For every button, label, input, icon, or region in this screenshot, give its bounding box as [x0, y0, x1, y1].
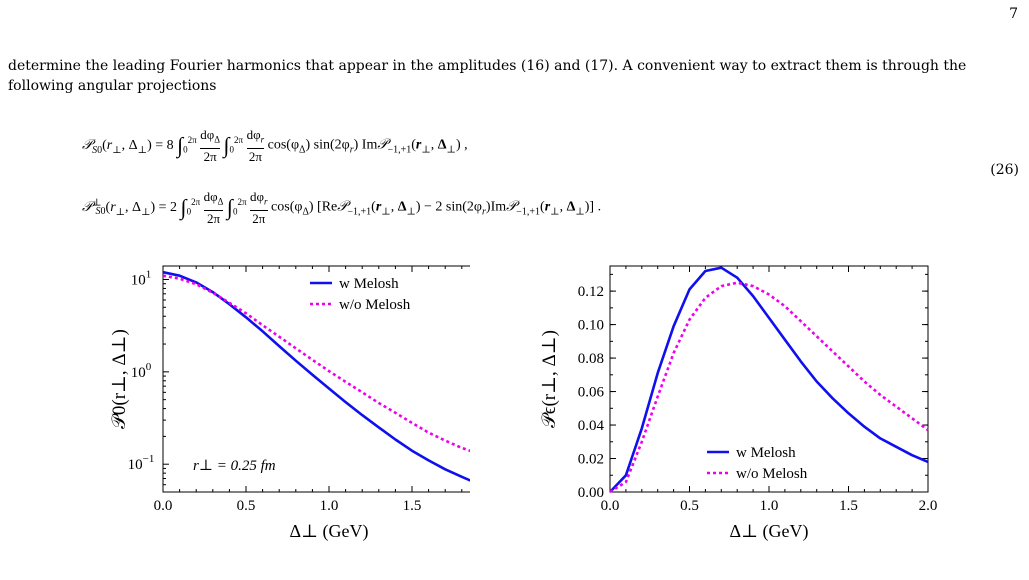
eq1-lhs: 𝒫S0(r⊥, Δ⊥) = 8: [82, 137, 174, 156]
x-tick-label: 1.5: [839, 498, 858, 514]
x-axis-label: Δ⊥ (GeV): [290, 521, 369, 542]
equation-line-1: 𝒫S0(r⊥, Δ⊥) = 8 ∫02π dφΔ 2π ∫02π dφr 2π co…: [82, 127, 468, 164]
x-axis-label: Δ⊥ (GeV): [730, 521, 809, 542]
y-tick-label: 10−1: [128, 453, 155, 473]
series-line-wo-melosh: [609, 281, 929, 494]
page-number: 7: [1009, 6, 1018, 22]
y-axis-label: 𝒫0(r⊥, Δ⊥): [109, 329, 130, 429]
legend-label: w Melosh: [339, 276, 399, 292]
legend-label: w/o Melosh: [736, 466, 808, 482]
annotation-r-perp: r⊥ = 0.25 fm: [193, 458, 276, 474]
x-tick-label: 1.0: [760, 498, 779, 514]
body-paragraph: determine the leading Fourier harmonics …: [8, 58, 967, 94]
x-tick-label: 1.0: [320, 498, 339, 514]
series-line-wo-melosh: [162, 274, 470, 453]
y-tick-label: 0.08: [578, 351, 604, 367]
eq2-lhs: 𝒫⊥S0(r⊥, Δ⊥) = 2: [82, 196, 178, 218]
y-tick-label: 101: [131, 268, 152, 288]
x-tick-label: 2.0: [919, 498, 938, 514]
y-tick-label: 0.10: [578, 318, 604, 334]
y-tick-label: 0.12: [578, 284, 604, 300]
y-axis-label: 𝒫ϵ(r⊥, Δ⊥): [539, 330, 560, 428]
y-tick-label: 100: [131, 361, 152, 381]
x-tick-label: 0.5: [680, 498, 699, 514]
series-line-w-melosh: [162, 270, 470, 482]
x-tick-label: 0.0: [601, 498, 620, 514]
y-tick-label: 0.00: [578, 485, 604, 501]
chart-right: 0.0 0.5 1.0 1.5 2.0 0.00 0.02 0.04 0.06 0.08 0.10 0…: [539, 265, 938, 542]
x-tick-label: 1.5: [403, 498, 422, 514]
equation-number: (26): [990, 162, 1019, 178]
y-tick-label: 0.02: [578, 452, 604, 468]
equation-line-2: 𝒫⊥S0(r⊥, Δ⊥) = 2 ∫02π dφΔ 2π ∫02π dφr 2π c…: [82, 189, 602, 226]
y-tick-label: 0.04: [578, 418, 605, 434]
series-line-w-melosh: [609, 266, 929, 493]
x-tick-label: 0.5: [237, 498, 256, 514]
legend-label: w/o Melosh: [339, 297, 411, 313]
x-tick-label: 0.0: [154, 498, 173, 514]
legend-label: w Melosh: [736, 445, 796, 461]
y-tick-label: 0.06: [578, 385, 605, 401]
